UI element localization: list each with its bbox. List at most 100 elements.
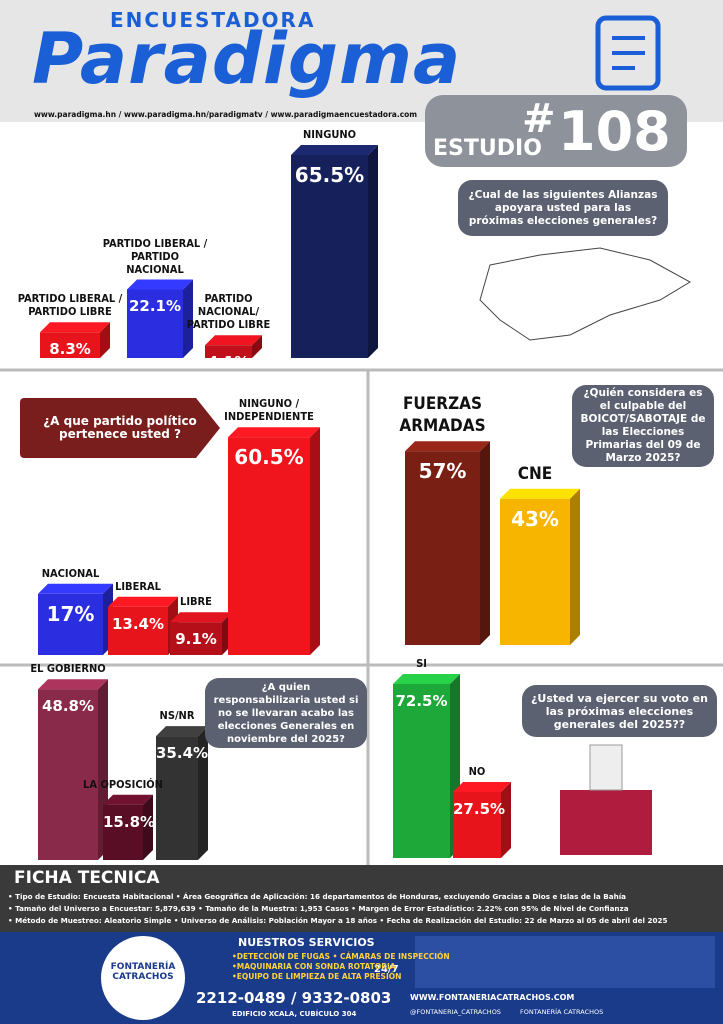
bar-top <box>38 679 108 690</box>
value-label: 43% <box>511 506 559 531</box>
social: FONTANERÍA CATRACHOS <box>520 1008 604 1016</box>
social: @FONTANERIA_CATRACHOS <box>410 1008 501 1016</box>
bar-side <box>252 335 262 358</box>
ficha-band <box>0 865 723 932</box>
study-badge <box>425 95 687 167</box>
study-hash: # <box>522 96 556 142</box>
bar <box>38 593 103 655</box>
bar-top <box>127 279 193 290</box>
bar-top <box>205 335 262 346</box>
bar-side <box>501 782 511 858</box>
bar <box>170 622 222 655</box>
question: ¿Usted va ejercer su voto en las próxima… <box>522 685 717 737</box>
map-outline <box>479 247 692 341</box>
value-label: 4.1% <box>207 353 250 372</box>
category-label: FUERZAS ARMADAS <box>399 394 486 437</box>
bar <box>500 498 570 645</box>
bar-top <box>108 596 178 607</box>
footer-brand: FONTANERÍA CATRACHOS <box>110 962 176 982</box>
bar-top <box>40 322 110 333</box>
ballot-box <box>560 790 652 855</box>
value-label: 65.5% <box>294 162 365 187</box>
bar-side <box>310 427 320 655</box>
category-label: NINGUNO <box>302 127 357 141</box>
ficha-title: FICHA TECNICA <box>14 868 160 888</box>
category-label: LIBERAL <box>115 579 161 593</box>
bar <box>38 689 98 860</box>
bar <box>205 345 252 358</box>
bar-side <box>183 279 193 358</box>
service: •MAQUINARIA CON SONDA ROTATORIA <box>232 962 396 971</box>
bar-side <box>143 794 153 860</box>
question: ¿A quien responsabilizaria usted si no s… <box>205 678 367 748</box>
ficha-line: • Tipo de Estudio: Encuesta Habitacional… <box>8 892 627 901</box>
web: WWW.FONTANERIACATRACHOS.COM <box>410 993 575 1002</box>
ballot <box>589 744 623 791</box>
survey-icon <box>595 15 661 91</box>
category-label: CNE <box>517 463 553 484</box>
question: ¿A que partido político pertenece usted … <box>20 398 220 458</box>
services-title: NUESTROS SERVICIOS <box>238 936 375 949</box>
value-label: 57% <box>418 459 467 484</box>
value-label: 48.8% <box>41 697 95 716</box>
ficha-line: • Método de Muestreo: Aleatorio Simple •… <box>8 916 668 925</box>
value-label: 8.3% <box>49 340 91 359</box>
bar-top <box>170 612 232 623</box>
category-label: PARTIDO LIBERAL / PARTIDO LIBRE <box>17 292 123 319</box>
value-label: 15.8% <box>103 812 156 831</box>
category-label: NO <box>468 765 486 778</box>
brand-top: ENCUESTADORA <box>110 8 316 32</box>
bar-side <box>480 441 490 645</box>
category-label: LIBRE <box>180 595 212 609</box>
footer-photos <box>415 936 715 988</box>
bar <box>40 332 100 358</box>
category-label: PARTIDO NACIONAL/ PARTIDO LIBRE <box>186 292 271 332</box>
value-label: 17% <box>46 601 95 626</box>
hours: 24/7 <box>374 964 399 975</box>
value-label: 9.1% <box>175 630 217 649</box>
bar <box>103 804 143 860</box>
brand: Paradigma <box>32 18 462 100</box>
value-label: 72.5% <box>395 692 448 710</box>
bar-top <box>405 441 490 452</box>
category-label: NACIONAL <box>41 566 100 580</box>
address: EDIFICIO XCALA, CUBÍCULO 304 <box>232 1010 357 1018</box>
bar-side <box>198 726 208 860</box>
category-label: SI <box>416 657 427 670</box>
category-label: NS/NR <box>159 709 195 723</box>
category-label: EL GOBIERNO <box>30 662 106 676</box>
category-label: NINGUNO / INDEPENDIENTE <box>224 397 314 424</box>
bar-side <box>100 322 110 358</box>
category-label: LA OPOSICIÓN <box>83 777 163 791</box>
question: ¿Quién considera es el culpable del BOIC… <box>572 385 714 467</box>
bar-top <box>156 726 208 737</box>
service: •EQUIPO DE LIMPIEZA DE ALTA PRESIÓN <box>232 972 402 981</box>
service: •DETECCIÓN DE FUGAS • CÁMARAS DE INSPECC… <box>232 952 450 961</box>
bar-top <box>228 427 320 438</box>
bar-top <box>38 583 113 594</box>
value-label: 27.5% <box>453 800 506 818</box>
bar <box>405 451 480 645</box>
ficha-line: • Tamaño del Universo a Encuestar: 5,879… <box>8 904 629 913</box>
value-label: 60.5% <box>234 445 304 470</box>
links: www.paradigma.hn / www.paradigma.hn/para… <box>34 110 418 119</box>
bar <box>393 684 450 858</box>
bar-top <box>103 794 153 805</box>
bar-side <box>368 144 378 358</box>
bar <box>127 289 183 358</box>
question: ¿Cual de las siguientes Alianzas apoyara… <box>458 180 668 236</box>
bar <box>228 437 310 655</box>
bar-top <box>291 144 378 155</box>
bar <box>108 606 168 655</box>
bar-top <box>393 674 460 684</box>
bar-top <box>453 782 511 792</box>
bar <box>291 154 368 358</box>
study-label: ESTUDIO <box>433 136 542 161</box>
bar <box>156 736 198 860</box>
phone: 2212-0489 / 9332-0803 <box>196 989 392 1007</box>
study-number: 108 <box>558 100 671 163</box>
value-label: 22.1% <box>128 297 182 316</box>
bar <box>453 792 501 858</box>
